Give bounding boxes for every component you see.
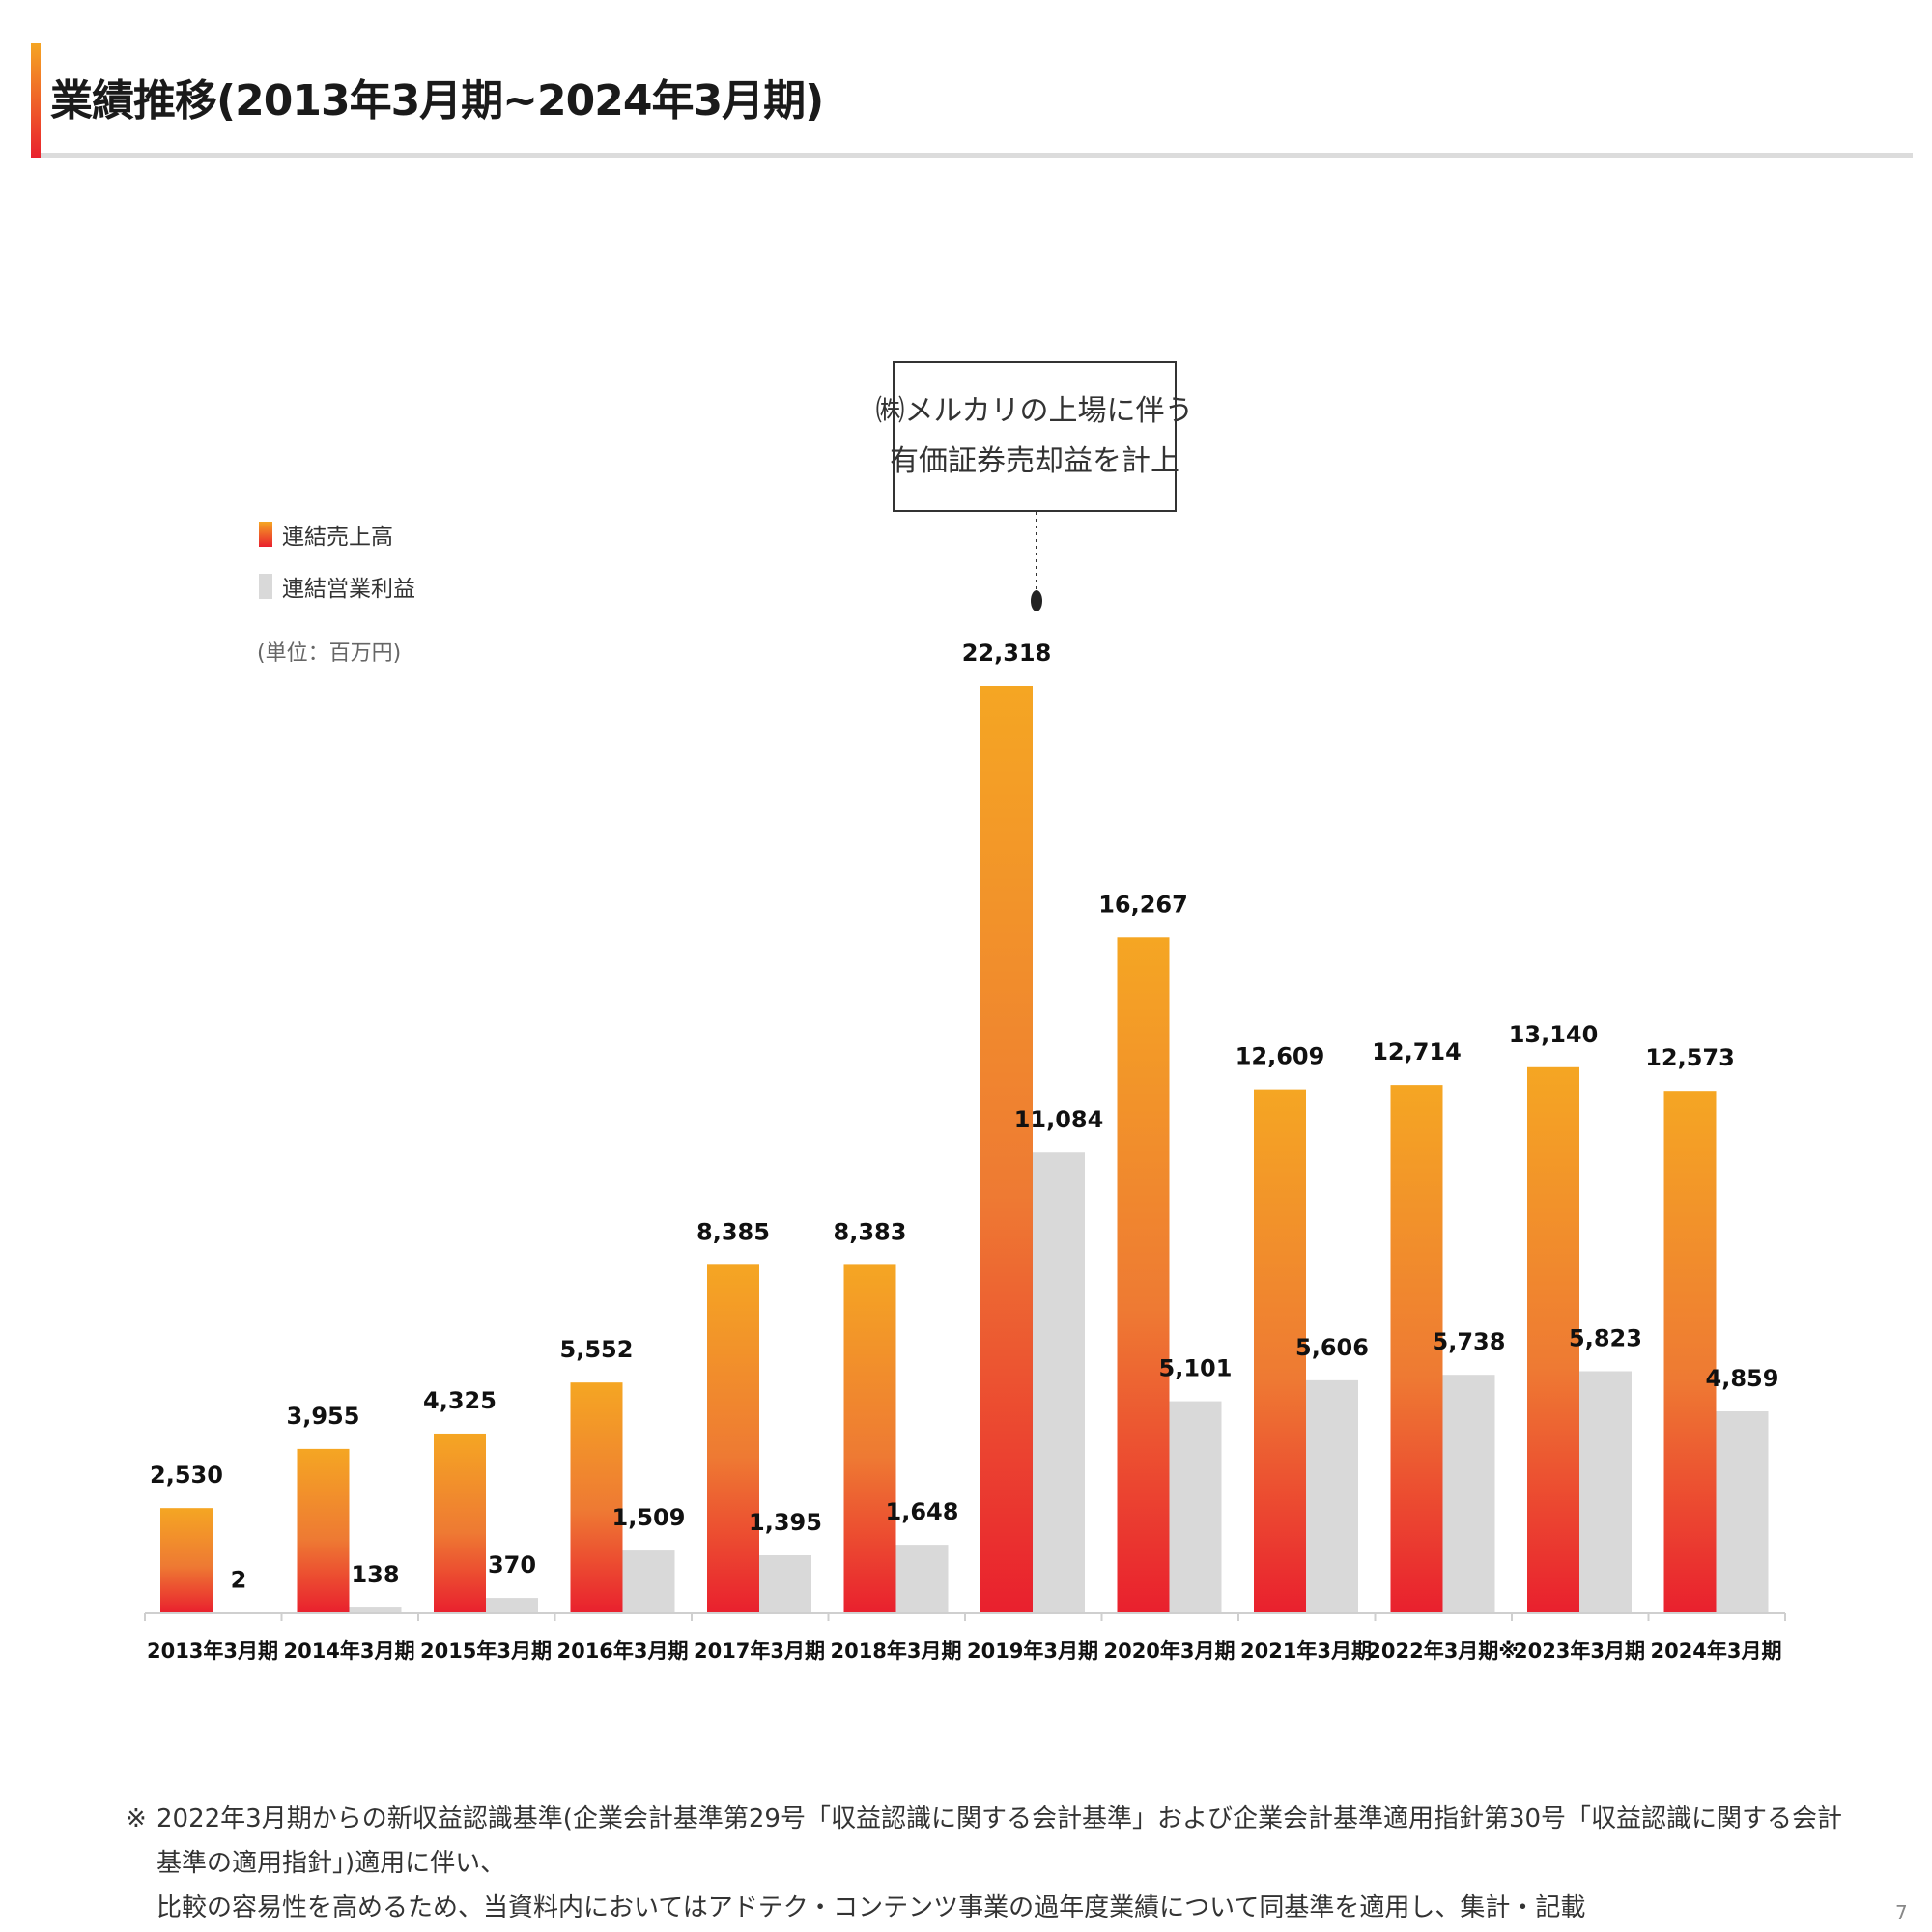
legend-label-profit: 連結営業利益 bbox=[282, 577, 415, 602]
page-number: 7 bbox=[1895, 1901, 1908, 1924]
data-label-sales: 8,385 bbox=[696, 1218, 770, 1245]
bar-profit bbox=[1579, 1371, 1632, 1613]
bar-profit bbox=[349, 1607, 402, 1613]
data-label-profit: 2 bbox=[231, 1567, 247, 1594]
bar-sales bbox=[1527, 1066, 1579, 1613]
bar-sales bbox=[1663, 1091, 1717, 1613]
legend-item-profit: 連結営業利益 bbox=[259, 560, 415, 612]
data-label-profit: 5,823 bbox=[1569, 1325, 1642, 1352]
title-divider bbox=[41, 153, 1913, 158]
callout-line-1: ㈱メルカリの上場に伴う bbox=[875, 394, 1194, 428]
data-label-sales: 12,714 bbox=[1372, 1038, 1462, 1065]
x-tick-label: 2023年3月期 bbox=[1514, 1639, 1645, 1662]
legend-swatch-sales bbox=[259, 522, 272, 547]
callout-line-2: 有価証券売却益を計上 bbox=[890, 444, 1179, 478]
page-title: 業績推移(2013年3月期~2024年3月期) bbox=[50, 76, 824, 126]
x-tick-label: 2024年3月期 bbox=[1650, 1639, 1781, 1662]
data-label-sales: 12,609 bbox=[1236, 1043, 1325, 1070]
data-label-sales: 16,267 bbox=[1098, 891, 1188, 918]
data-label-profit: 1,395 bbox=[749, 1509, 822, 1536]
bar-profit bbox=[1169, 1401, 1222, 1613]
x-tick-label: 2020年3月期 bbox=[1103, 1639, 1235, 1662]
data-label-sales: 12,573 bbox=[1645, 1044, 1735, 1071]
footnote-line-1: 2022年3月期からの新収益認識基準(企業会計基準第29号「収益認識に関する会計… bbox=[156, 1804, 1843, 1878]
bar-sales bbox=[1254, 1089, 1306, 1613]
footnote-mark: ※ bbox=[126, 1804, 147, 1833]
bar-sales bbox=[297, 1448, 350, 1613]
x-tick-label: 2017年3月期 bbox=[694, 1639, 825, 1662]
data-label-profit: 370 bbox=[488, 1551, 536, 1578]
x-tick-label: 2015年3月期 bbox=[420, 1639, 552, 1662]
x-tick-label: 2021年3月期 bbox=[1240, 1639, 1372, 1662]
data-label-sales: 3,955 bbox=[287, 1403, 360, 1430]
callout-marker-dot bbox=[1031, 590, 1042, 611]
bar-profit bbox=[895, 1545, 949, 1613]
data-label-sales: 13,140 bbox=[1509, 1021, 1599, 1048]
bar-sales bbox=[434, 1433, 486, 1613]
x-tick-label: 2022年3月期※ bbox=[1367, 1639, 1518, 1662]
data-label-profit: 4,859 bbox=[1706, 1365, 1779, 1392]
bar-profit bbox=[622, 1550, 675, 1613]
legend-label-sales: 連結売上高 bbox=[282, 525, 393, 550]
data-label-sales: 4,325 bbox=[423, 1387, 497, 1414]
bar-sales bbox=[1117, 937, 1170, 1613]
bar-profit bbox=[486, 1598, 538, 1613]
bar-sales bbox=[570, 1382, 623, 1613]
bar-profit bbox=[759, 1554, 811, 1613]
bar-sales bbox=[707, 1264, 759, 1613]
data-label-profit: 5,738 bbox=[1433, 1328, 1506, 1355]
bar-sales bbox=[843, 1264, 896, 1613]
annotation-callout: ㈱メルカリの上場に伴う 有価証券売却益を計上 bbox=[875, 361, 1194, 512]
bar-sales bbox=[980, 686, 1033, 1613]
data-label-sales: 8,383 bbox=[834, 1218, 907, 1245]
x-tick-label: 2018年3月期 bbox=[830, 1639, 961, 1662]
bar-profit bbox=[1716, 1410, 1769, 1613]
data-label-sales: 5,552 bbox=[560, 1336, 634, 1363]
bar-sales bbox=[1390, 1085, 1443, 1613]
data-label-profit: 1,509 bbox=[612, 1504, 686, 1531]
unit-label: (単位：百万円) bbox=[257, 641, 402, 666]
data-label-sales: 22,318 bbox=[962, 639, 1052, 667]
footnote-line-2: 比較の容易性を高めるため、当資料内においてはアドテク・コンテンツ事業の過年度業績… bbox=[156, 1893, 1586, 1922]
x-axis-ticks bbox=[144, 1613, 1786, 1621]
bar-profit bbox=[1306, 1379, 1358, 1613]
footnote: ※ 2022年3月期からの新収益認識基準(企業会計基準第29号「収益認識に関する… bbox=[126, 1797, 1864, 1930]
title-accent-bar bbox=[31, 43, 41, 158]
x-tick-label: 2019年3月期 bbox=[967, 1639, 1098, 1662]
x-tick-label: 2014年3月期 bbox=[283, 1639, 414, 1662]
data-label-profit: 11,084 bbox=[1014, 1106, 1104, 1133]
legend-swatch-profit bbox=[259, 574, 272, 599]
x-tick-label: 2016年3月期 bbox=[556, 1639, 688, 1662]
bar-profit bbox=[1033, 1152, 1085, 1613]
legend-item-sales: 連結売上高 bbox=[259, 508, 415, 560]
data-label-profit: 1,648 bbox=[886, 1498, 959, 1525]
x-axis-labels: 2013年3月期 2014年3月期 2015年3月期 2016年3月期 2017年3月期… bbox=[147, 1639, 1782, 1662]
bar-sales bbox=[160, 1508, 213, 1613]
chart-legend: 連結売上高 連結営業利益 bbox=[259, 508, 415, 612]
data-label-profit: 5,101 bbox=[1159, 1355, 1233, 1382]
bars-group: 2,530 2 3,955 138 4,325 370 5,552 1,509 8,385 1,3… bbox=[150, 639, 1778, 1613]
data-label-profit: 5,606 bbox=[1295, 1334, 1369, 1361]
bar-profit bbox=[1442, 1375, 1495, 1613]
bar-chart: 2,530 2 3,955 138 4,325 370 5,552 1,509 8,385 1,3… bbox=[144, 512, 1786, 1662]
data-label-sales: 2,530 bbox=[150, 1462, 223, 1489]
data-label-profit: 138 bbox=[351, 1561, 399, 1588]
x-tick-label: 2013年3月期 bbox=[147, 1639, 278, 1662]
